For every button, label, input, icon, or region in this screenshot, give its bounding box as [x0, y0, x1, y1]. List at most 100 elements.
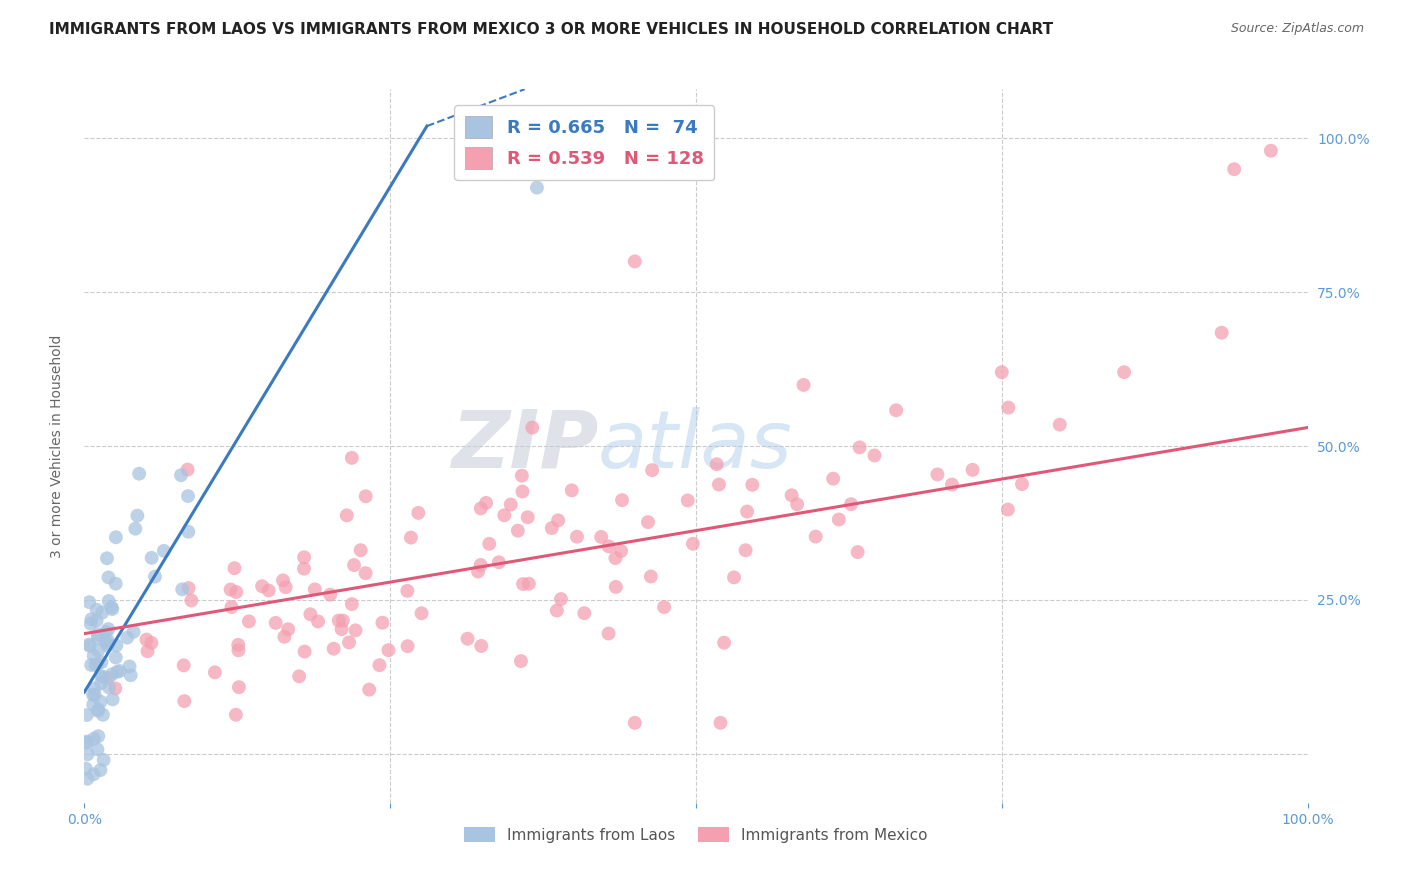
Point	[354, 489, 377, 503]
Point	[304, 582, 326, 597]
Point	[204, 665, 226, 680]
Point	[307, 615, 329, 629]
Point	[225, 585, 247, 599]
Point	[173, 694, 195, 708]
Point	[82, 698, 104, 712]
Point	[411, 607, 433, 621]
Point	[97, 632, 120, 647]
Point	[86, 603, 108, 617]
Point	[177, 524, 200, 539]
Point	[846, 545, 869, 559]
Point	[97, 671, 120, 685]
Point	[494, 508, 516, 523]
Point	[1223, 162, 1246, 177]
Point	[104, 650, 127, 665]
Point	[591, 530, 613, 544]
Point	[546, 603, 568, 617]
Point	[299, 607, 322, 622]
Point	[80, 612, 103, 626]
Point	[624, 254, 647, 268]
Point	[87, 627, 110, 641]
Point	[77, 638, 100, 652]
Point	[713, 635, 735, 649]
Point	[510, 468, 533, 483]
Point	[79, 595, 101, 609]
Point	[408, 506, 430, 520]
Point	[105, 665, 128, 679]
Point	[823, 472, 845, 486]
Point	[83, 767, 105, 781]
Point	[90, 655, 112, 669]
Point	[76, 772, 98, 786]
Point	[124, 522, 146, 536]
Point	[470, 639, 492, 653]
Point	[273, 630, 295, 644]
Point	[108, 664, 131, 678]
Point	[100, 600, 122, 615]
Point	[101, 692, 124, 706]
Text: Source: ZipAtlas.com: Source: ZipAtlas.com	[1230, 22, 1364, 36]
Point	[225, 707, 247, 722]
Point	[676, 493, 699, 508]
Point	[250, 579, 273, 593]
Point	[141, 636, 163, 650]
Point	[75, 762, 97, 776]
Point	[1211, 326, 1233, 340]
Point	[804, 530, 827, 544]
Text: ZIP: ZIP	[451, 407, 598, 485]
Point	[793, 378, 815, 392]
Point	[90, 669, 112, 683]
Point	[86, 614, 108, 628]
Point	[637, 515, 659, 529]
Point	[87, 703, 110, 717]
Point	[517, 576, 540, 591]
Point	[122, 624, 145, 639]
Point	[470, 558, 492, 572]
Point	[470, 501, 492, 516]
Point	[228, 643, 250, 657]
Point	[1049, 417, 1071, 432]
Point	[540, 521, 562, 535]
Point	[640, 569, 662, 583]
Point	[115, 631, 138, 645]
Point	[87, 643, 110, 657]
Point	[97, 622, 120, 636]
Point	[927, 467, 949, 482]
Point	[79, 639, 101, 653]
Point	[224, 561, 246, 575]
Point	[226, 638, 249, 652]
Point	[610, 544, 633, 558]
Point	[104, 576, 127, 591]
Point	[598, 626, 620, 640]
Point	[359, 682, 381, 697]
Point	[682, 537, 704, 551]
Point	[1114, 365, 1136, 379]
Point	[176, 462, 198, 476]
Point	[177, 489, 200, 503]
Point	[257, 583, 280, 598]
Point	[76, 747, 98, 762]
Point	[598, 540, 620, 554]
Point	[292, 561, 315, 575]
Point	[91, 707, 114, 722]
Point	[512, 484, 534, 499]
Point	[87, 631, 110, 645]
Point	[516, 510, 538, 524]
Point	[97, 637, 120, 651]
Point	[322, 641, 344, 656]
Point	[264, 615, 287, 630]
Point	[1260, 144, 1282, 158]
Point	[884, 403, 907, 417]
Point	[97, 594, 120, 608]
Point	[105, 639, 128, 653]
Y-axis label: 3 or more Vehicles in Household: 3 or more Vehicles in Household	[49, 334, 63, 558]
Text: IMMIGRANTS FROM LAOS VS IMMIGRANTS FROM MEXICO 3 OR MORE VEHICLES IN HOUSEHOLD C: IMMIGRANTS FROM LAOS VS IMMIGRANTS FROM …	[49, 22, 1053, 37]
Point	[83, 681, 105, 696]
Point	[219, 582, 242, 597]
Point	[104, 681, 127, 696]
Point	[228, 680, 250, 694]
Point	[512, 577, 534, 591]
Point	[328, 614, 350, 628]
Point	[706, 457, 728, 471]
Point	[87, 704, 110, 718]
